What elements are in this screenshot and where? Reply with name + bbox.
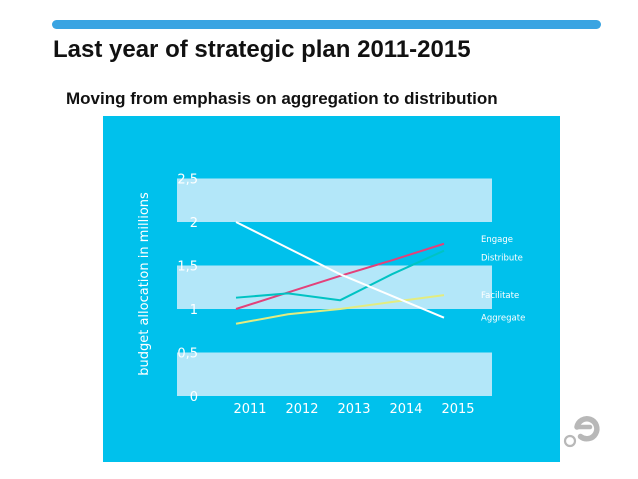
x-tick-label: 2011 [233,402,266,417]
series-line-facilitate [235,294,445,325]
grid-band [177,352,492,396]
series-label-facilitate: Facilitate [481,291,519,301]
chart-series [235,221,445,325]
series-line-distribute [235,249,445,302]
x-tick-label: 2012 [285,402,318,417]
series-line-engage [235,242,445,310]
series-line-aggregate [235,221,445,319]
y-tick-label: 0,5 [177,347,198,362]
y-tick-label: 0 [190,390,198,405]
y-tick-label: 2,5 [177,173,198,188]
top-accent-bar [52,20,601,29]
x-tick-label: 2015 [441,402,474,417]
series-labels: Engage Distribute Facilitate Aggregate [481,235,525,324]
y-axis: 0 0,5 1 1,5 2 2,5 [177,173,198,406]
y-tick-label: 1 [190,303,198,318]
organization-logo-icon [563,416,600,448]
chart-bands [177,178,492,396]
x-tick-label: 2014 [389,402,422,417]
grid-band [177,178,492,222]
y-tick-label: 1,5 [177,260,198,275]
series-label-distribute: Distribute [481,254,523,264]
slide-title: Last year of strategic plan 2011-2015 [53,36,471,63]
slide-subtitle: Moving from emphasis on aggregation to d… [66,89,498,108]
grid-band [177,265,492,309]
y-axis-label: budget allocation in millions [137,192,152,376]
series-label-engage: Engage [481,235,513,245]
x-tick-label: 2013 [337,402,370,417]
x-axis: 2011 2012 2013 2014 2015 [233,402,474,417]
line-chart: 0 0,5 1 1,5 2 2,5 2011 2012 2013 2014 2015 Engage… [103,116,560,462]
series-label-aggregate: Aggregate [481,314,525,324]
chart-panel: 0 0,5 1 1,5 2 2,5 2011 2012 2013 2014 2015 Engage… [103,116,560,462]
y-tick-label: 2 [190,216,198,231]
